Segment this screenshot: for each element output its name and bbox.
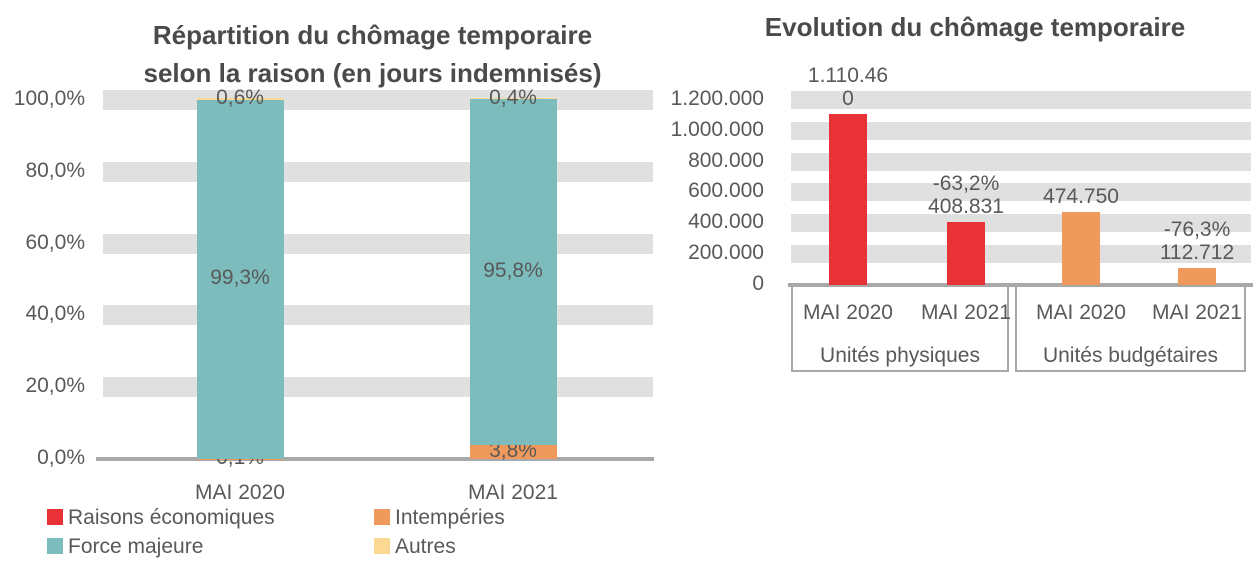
x-category-label: MAI 2021 bbox=[1152, 301, 1242, 324]
right-chart-title: Evolution du chômage temporaire bbox=[700, 8, 1250, 46]
y-axis-tick-label: 1.000.000 bbox=[670, 117, 764, 141]
bar-segment-autres-0 bbox=[196, 98, 284, 101]
bar-data-label: -63,2% 408.831 bbox=[886, 172, 1046, 218]
x-category-label: MAI 2020 bbox=[195, 481, 285, 504]
bar-data-label: -76,3% 112.712 bbox=[1117, 218, 1256, 264]
evolution-chart: Evolution du chômage temporaire bbox=[656, 0, 1256, 578]
bar-data-label-line: -63,2% bbox=[932, 171, 1000, 195]
y-axis-tick-label: 0,0% bbox=[37, 446, 85, 469]
grid-band bbox=[791, 121, 1251, 140]
bar-data-label-line: 474.750 bbox=[1043, 184, 1119, 208]
left-chart-title-line2: selon la raison (en jours indemnisés) bbox=[143, 58, 602, 88]
y-axis-tick-label: 600.000 bbox=[688, 179, 764, 203]
y-axis-tick-label: 80,0% bbox=[25, 158, 85, 182]
legend-swatch-intemp-ries bbox=[374, 509, 390, 525]
bar-segment-force-majeure-1 bbox=[469, 99, 557, 446]
segment-data-label: 0,4% bbox=[489, 85, 537, 109]
legend-swatch-raisons-conomiques bbox=[47, 509, 63, 525]
segment-data-label: 99,3% bbox=[210, 266, 270, 290]
bar-data-label-line: 0 bbox=[842, 86, 854, 110]
x-category-label: MAI 2021 bbox=[468, 481, 558, 504]
bar-segment-force-majeure-0 bbox=[196, 100, 284, 459]
x-group-label: Unités budgétaires bbox=[1042, 344, 1219, 367]
y-axis-tick-label: 1.200.000 bbox=[670, 87, 764, 110]
right-chart-title-line1: Evolution du chômage temporaire bbox=[764, 12, 1186, 42]
bar-data-label: 1.110.46 0 bbox=[768, 64, 928, 110]
y-axis-tick-label: 40,0% bbox=[25, 302, 85, 326]
legend-label: Autres bbox=[395, 535, 456, 558]
segment-data-label: 0,6% bbox=[216, 86, 264, 110]
segment-data-label: 95,8% bbox=[483, 259, 543, 283]
bar-segment-autres-1 bbox=[469, 98, 557, 100]
x-category-label: MAI 2021 bbox=[921, 301, 1011, 324]
x-category-label: MAI 2020 bbox=[803, 301, 893, 324]
left-chart-title: Répartition du chômage temporaire selon … bbox=[85, 16, 660, 92]
bar-data-label-line: -76,3% bbox=[1163, 217, 1231, 241]
bar-mai-2020-0 bbox=[829, 113, 867, 285]
bar-data-label-line: 112.712 bbox=[1159, 240, 1235, 264]
category-group-box bbox=[1015, 287, 1246, 372]
y-axis-tick-label: 200.000 bbox=[688, 241, 764, 264]
grid-band bbox=[791, 91, 1251, 109]
bar-segment-intemp-ries-1 bbox=[469, 445, 557, 459]
y-axis-tick-label: 20,0% bbox=[25, 374, 85, 398]
y-axis-tick-label: 800.000 bbox=[688, 148, 764, 172]
bar-data-label-line: 1.110.46 bbox=[807, 63, 889, 87]
grid-band bbox=[791, 245, 1251, 263]
bar-data-label-line: 408.831 bbox=[928, 194, 1004, 218]
category-group-box bbox=[791, 287, 1009, 372]
legend-swatch-force-majeure bbox=[47, 538, 63, 554]
y-axis-tick-label: 60,0% bbox=[25, 230, 85, 254]
repartition-chart: Répartition du chômage temporaire selon … bbox=[13, 16, 660, 558]
bar-data-label: 474.750 bbox=[1001, 185, 1161, 208]
grid-band bbox=[791, 183, 1251, 202]
legend-swatch-autres bbox=[374, 538, 390, 554]
x-axis-line bbox=[96, 457, 654, 461]
y-axis-tick-label: 400.000 bbox=[688, 210, 764, 234]
bar-mai-2021-1 bbox=[947, 221, 985, 285]
y-axis-tick-label: 0 bbox=[752, 271, 764, 295]
grid-band bbox=[791, 152, 1251, 171]
left-chart-title-line1: Répartition du chômage temporaire bbox=[152, 20, 593, 50]
y-axis-tick-label: 100,0% bbox=[13, 87, 85, 110]
legend-label: Raisons économiques bbox=[68, 506, 275, 529]
x-axis-line bbox=[788, 283, 1253, 287]
bar-mai-2020-2 bbox=[1062, 211, 1100, 285]
x-category-label: MAI 2020 bbox=[1036, 301, 1126, 324]
legend-label: Force majeure bbox=[68, 535, 204, 558]
grid-band bbox=[791, 214, 1251, 233]
legend-label: Intempéries bbox=[395, 506, 505, 529]
left-plot-area: 100,0%80,0%60,0%40,0%20,0%0,0%0,1%99,3%0… bbox=[13, 85, 654, 504]
left-legend: Raisons économiques Intempéries Force maje… bbox=[47, 506, 505, 558]
bar-mai-2021-3 bbox=[1178, 267, 1216, 285]
x-group-label: Unités physiques bbox=[820, 344, 980, 367]
